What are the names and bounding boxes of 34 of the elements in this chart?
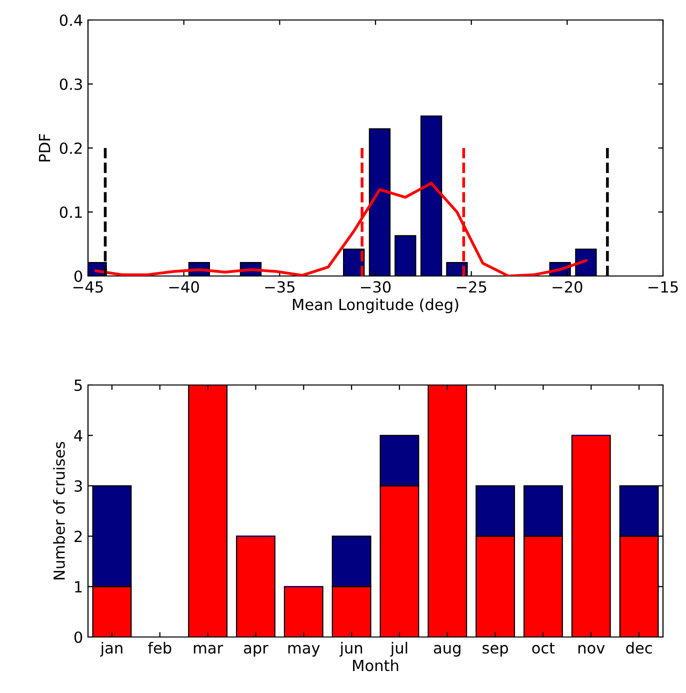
y-tick-label: 0 [74,631,82,644]
x-tick-label: jul [390,642,408,657]
y-tick-label: 2 [74,530,82,542]
x-tick-label: −20 [552,281,582,293]
x-tick-label: −25 [456,281,486,293]
x-tick-label: −30 [360,281,391,293]
y-tick-label: 0.3 [60,78,82,90]
x-axis-title: Mean Longitude (deg) [292,298,458,314]
y-tick-label: 0.1 [60,206,82,218]
y-tick-label: 0.2 [60,142,82,154]
y-tick-label: 5 [74,380,82,392]
x-axis-title: Month [353,659,398,672]
x-tick-label: −40 [169,281,199,293]
y-tick-label: 3 [74,480,82,492]
x-tick-label: jun [339,642,362,657]
x-tick-label: aug [434,644,460,657]
x-tick-label: apr [244,644,268,657]
x-tick-label: mar [194,644,224,654]
x-tick-label: jan [100,642,122,657]
y-tick-label: 0 [74,270,82,282]
x-tick-label: dec [626,642,652,654]
y-axis-title: Number of cruises [53,442,65,580]
y-tick-label: 0.4 [60,14,82,26]
x-tick-label: −15 [648,281,678,293]
x-tick-label: −45 [73,281,103,293]
x-tick-label: nov [578,644,605,654]
x-tick-label: feb [148,642,172,654]
x-tick-label: −35 [265,281,294,293]
x-tick-label: oct [532,642,555,654]
x-tick-label: may [288,644,320,657]
y-axis-title: PDF [38,134,50,162]
x-tick-label: sep [482,644,508,657]
y-tick-label: 1 [75,581,82,592]
y-tick-label: 4 [74,430,82,442]
